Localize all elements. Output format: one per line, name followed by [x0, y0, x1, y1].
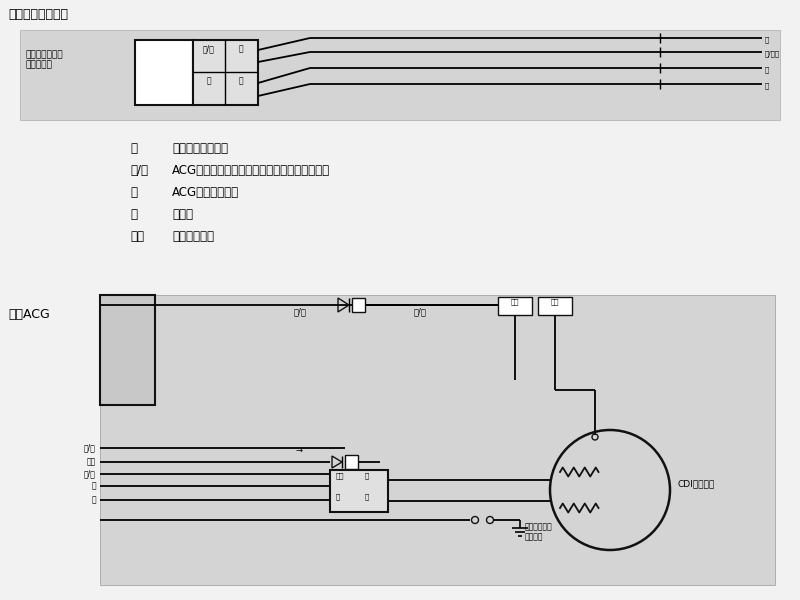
- Bar: [330, 470, 388, 512]
- Bar: [345, 455, 358, 469]
- Text: 空色: 空色: [86, 457, 96, 467]
- Text: 白: 白: [765, 66, 770, 73]
- Bar: [538, 297, 572, 315]
- Bar: [193, 40, 258, 105]
- Text: →: →: [295, 446, 302, 455]
- Text: ニュートラル
スイッチ: ニュートラル スイッチ: [525, 522, 553, 541]
- Text: 赤: 赤: [206, 76, 211, 85]
- Text: 黒: 黒: [238, 44, 243, 53]
- Bar: [20, 30, 780, 120]
- Text: 黒: 黒: [765, 82, 770, 89]
- Text: 黒/白: 黒/白: [294, 307, 306, 316]
- Text: ニュートラル: ニュートラル: [172, 230, 214, 243]
- Text: 白: 白: [91, 481, 96, 491]
- Text: CDIマグネト: CDIマグネト: [678, 479, 715, 488]
- Text: 黄赤: 黄赤: [510, 298, 519, 305]
- Text: アース: アース: [172, 208, 193, 221]
- Text: 浅/深: 浅/深: [84, 443, 96, 452]
- Text: 空色: 空色: [130, 230, 144, 243]
- Text: 黄: 黄: [336, 493, 340, 500]
- Text: ACGライティングコイル及びヘッドライト配線: ACGライティングコイル及びヘッドライト配線: [172, 164, 330, 177]
- Text: 単相レギュレータ: 単相レギュレータ: [8, 8, 68, 21]
- Text: 黄/赤: 黄/赤: [203, 44, 215, 53]
- Text: 黒: 黒: [130, 208, 137, 221]
- Text: 空色: 空色: [336, 472, 345, 479]
- Text: 黒: 黒: [365, 493, 370, 500]
- Bar: [352, 298, 365, 312]
- Text: 赤: 赤: [130, 142, 137, 155]
- Bar: [135, 40, 193, 105]
- Text: 白: 白: [130, 186, 137, 199]
- Text: 黄/赤: 黄/赤: [130, 164, 148, 177]
- Bar: [100, 295, 155, 405]
- Text: 緑白: 緑白: [550, 298, 559, 305]
- Bar: [100, 295, 775, 585]
- Text: バッテリー＋配線: バッテリー＋配線: [172, 142, 228, 155]
- Text: 黒/白: 黒/白: [414, 307, 426, 316]
- Text: 黒: 黒: [91, 496, 96, 505]
- Text: 赤: 赤: [765, 36, 770, 43]
- Text: 黄/赤: 黄/赤: [84, 469, 96, 479]
- Text: 白: 白: [365, 472, 370, 479]
- Text: 単相ACG: 単相ACG: [8, 308, 50, 321]
- Text: レクチファイヤ
レギュレク: レクチファイヤ レギュレク: [25, 50, 62, 70]
- Text: ACG充電用コイル: ACG充電用コイル: [172, 186, 239, 199]
- Bar: [498, 297, 532, 315]
- Text: 白: 白: [238, 76, 243, 85]
- Text: 黄/赤・: 黄/赤・: [765, 50, 780, 56]
